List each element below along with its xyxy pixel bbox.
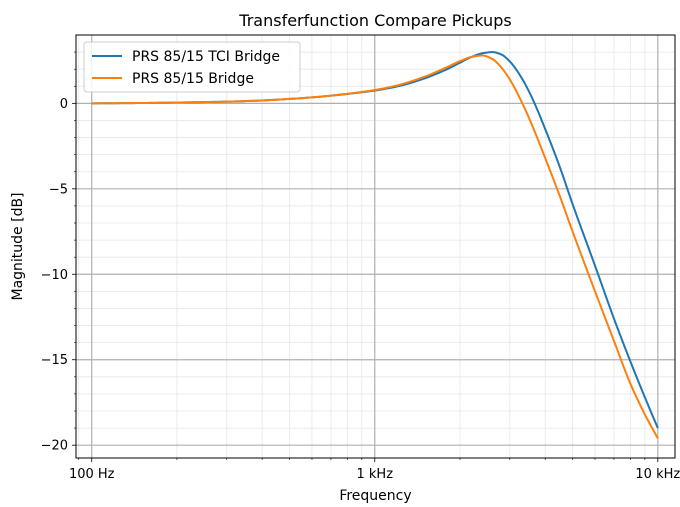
x-tick-label: 1 kHz [357,467,394,482]
y-axis-label: Magnitude [dB] [10,192,26,300]
plot-area-frame [75,34,676,459]
axis-ticks: 100 Hz 1 kHz 10 kHz 0 −5 −10 −15 −20 [41,51,680,482]
series-layer [91,51,659,439]
x-tick-label: 10 kHz [635,467,680,482]
y-tick-label: −5 [49,182,68,197]
minor-grid [76,35,675,458]
series-line-2 [91,54,659,439]
y-tick-label: −10 [41,268,68,283]
legend: PRS 85/15 TCI Bridge PRS 85/15 Bridge [83,41,301,93]
major-grid [76,35,675,458]
y-tick-label: −20 [41,439,68,454]
legend-box [83,41,301,93]
y-tick-label: 0 [60,97,68,112]
legend-label: PRS 85/15 Bridge [132,71,254,87]
x-axis-label: Frequency [339,488,411,504]
y-tick-label: −15 [41,353,68,368]
x-tick-label: 100 Hz [69,467,115,482]
legend-label: PRS 85/15 TCI Bridge [132,49,280,65]
chart-title: Transferfunction Compare Pickups [238,11,511,30]
